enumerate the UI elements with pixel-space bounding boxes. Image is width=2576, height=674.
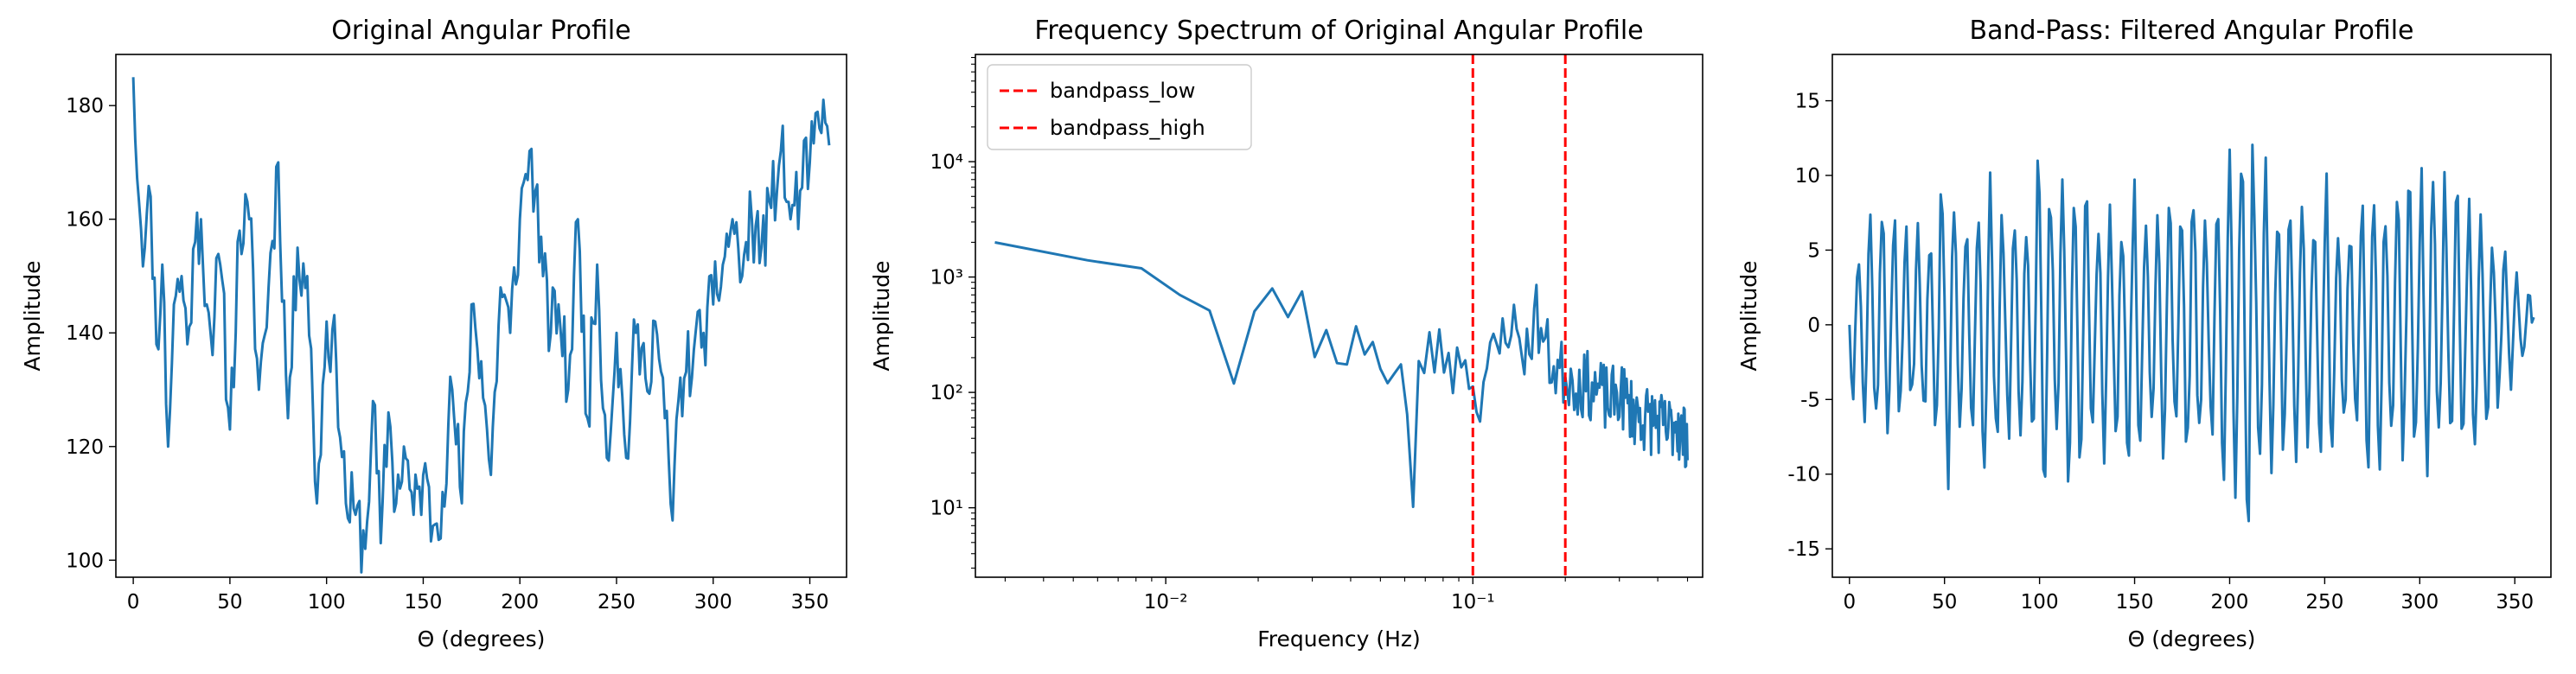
subplot-original-profile: Original Angular Profile Θ (degrees) Ampli… [20, 16, 847, 652]
x-axis-label: Frequency (Hz) [1257, 626, 1421, 652]
y-tick-label: 5 [1807, 239, 1820, 262]
y-axis-label: Amplitude [20, 260, 45, 371]
legend: bandpass_low bandpass_high [987, 64, 1252, 150]
plot-frame [115, 54, 847, 578]
y-tick-label: 15 [1795, 91, 1820, 113]
y-tick-label: 100 [66, 550, 104, 572]
chart-title: Original Angular Profile [331, 16, 630, 46]
y-axis-label: Amplitude [869, 260, 894, 371]
x-tick-label: 250 [598, 591, 636, 614]
x-tick-label: 150 [404, 591, 442, 614]
x-tick-label: 10⁻² [1144, 591, 1188, 614]
x-tick-label: 200 [2211, 591, 2249, 614]
y-tick-label: -5 [1800, 389, 1820, 411]
filtered-line [1848, 143, 2535, 523]
plot-frame [975, 54, 1703, 578]
spectrum-line [994, 241, 1689, 508]
chart-title: Frequency Spectrum of Original Angular P… [1034, 16, 1643, 46]
legend-box [987, 64, 1252, 150]
x-axis-label: Θ (degrees) [418, 626, 546, 652]
y-tick-label: 160 [66, 209, 104, 232]
y-axis-label: Amplitude [1736, 260, 1761, 371]
subplot-filtered-profile: Band-Pass: Filtered Angular Profile Θ (de… [1736, 16, 2552, 652]
x-tick-label: 50 [217, 591, 242, 614]
x-tick-label: 150 [2116, 591, 2154, 614]
legend-label-bandpass-low: bandpass_low [1050, 79, 1195, 103]
series-line [131, 77, 831, 574]
y-tick-label: -10 [1787, 464, 1820, 486]
y-tick-label: 10 [1795, 165, 1820, 188]
y-tick-label: 10² [930, 382, 964, 404]
x-tick-label: 200 [501, 591, 539, 614]
x-tick-label: 300 [694, 591, 732, 614]
y-tick-label: 180 [66, 95, 104, 118]
y-tick-label: 10⁴ [930, 151, 964, 174]
y-tick-label: 0 [1807, 315, 1820, 337]
x-tick-label: 0 [1843, 591, 1856, 614]
legend-label-bandpass-high: bandpass_high [1050, 116, 1205, 140]
y-tick-label: 120 [66, 436, 104, 459]
x-tick-label: 0 [127, 591, 140, 614]
x-tick-label: 100 [2021, 591, 2059, 614]
x-tick-label: 350 [2496, 591, 2534, 614]
x-axis-label: Θ (degrees) [2128, 626, 2256, 652]
subplot-frequency-spectrum: Frequency Spectrum of Original Angular P… [869, 16, 1703, 652]
x-tick-label: 350 [791, 591, 829, 614]
x-tick-label: 100 [308, 591, 346, 614]
x-tick-label: 250 [2305, 591, 2343, 614]
y-tick-label: 10³ [930, 267, 964, 289]
y-tick-label: -15 [1787, 538, 1820, 561]
y-tick-label: 10¹ [930, 498, 964, 520]
x-tick-label: 50 [1932, 591, 1957, 614]
plot-frame [1831, 54, 2552, 578]
x-tick-label: 300 [2400, 591, 2439, 614]
chart-title: Band-Pass: Filtered Angular Profile [1969, 16, 2413, 46]
y-tick-label: 140 [66, 322, 104, 345]
x-tick-label: 10⁻¹ [1451, 591, 1495, 614]
